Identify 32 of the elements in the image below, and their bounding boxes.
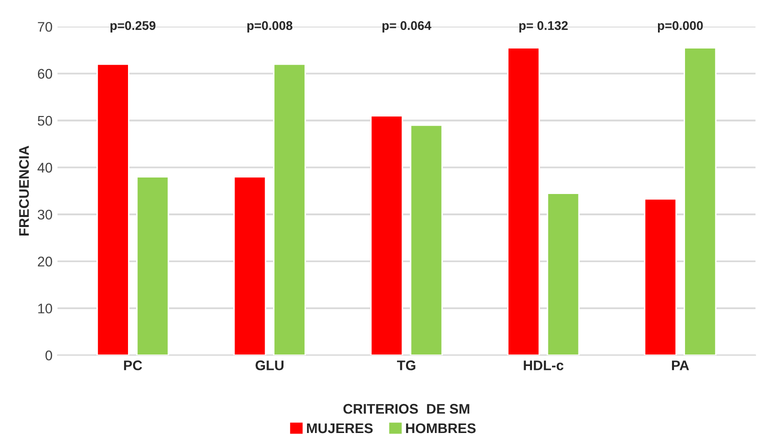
y-tick-label: 30 xyxy=(38,210,52,220)
bar xyxy=(546,192,580,356)
bar xyxy=(273,63,306,356)
annotation: p= 0.064 xyxy=(382,21,432,32)
x-tick-label: HDL-c xyxy=(524,360,564,370)
bar xyxy=(410,124,443,356)
x-tick-label: TG xyxy=(397,360,416,370)
x-tick-label: PA xyxy=(672,360,689,370)
bar xyxy=(507,47,540,356)
y-tick-label: 20 xyxy=(38,256,52,266)
bar xyxy=(644,198,677,356)
annotation: p=0.008 xyxy=(247,21,292,32)
x-tick-label: PC xyxy=(124,360,142,370)
x-tick-label: GLU xyxy=(256,360,284,370)
bar xyxy=(136,176,170,356)
y-tick-label: 70 xyxy=(38,22,52,32)
bar xyxy=(96,63,130,356)
bar xyxy=(684,47,716,356)
bar xyxy=(370,115,404,356)
y-tick-label: 40 xyxy=(38,162,52,173)
y-axis-title: FRECUENCIA xyxy=(19,146,29,236)
y-tick-label: 0 xyxy=(45,350,52,360)
bar xyxy=(233,176,266,356)
y-tick-label: 60 xyxy=(38,68,52,79)
annotation: p= 0.132 xyxy=(519,21,568,32)
annotation: p=0.000 xyxy=(658,21,703,32)
x-axis-title: CRITERIOS DE SM xyxy=(343,404,470,414)
y-tick-label: 10 xyxy=(38,304,52,314)
legend-label: MUJERES xyxy=(307,423,373,434)
annotation: p=0.259 xyxy=(110,21,156,32)
legend-label: HOMBRES xyxy=(406,423,476,434)
y-tick-label: 50 xyxy=(38,116,52,126)
